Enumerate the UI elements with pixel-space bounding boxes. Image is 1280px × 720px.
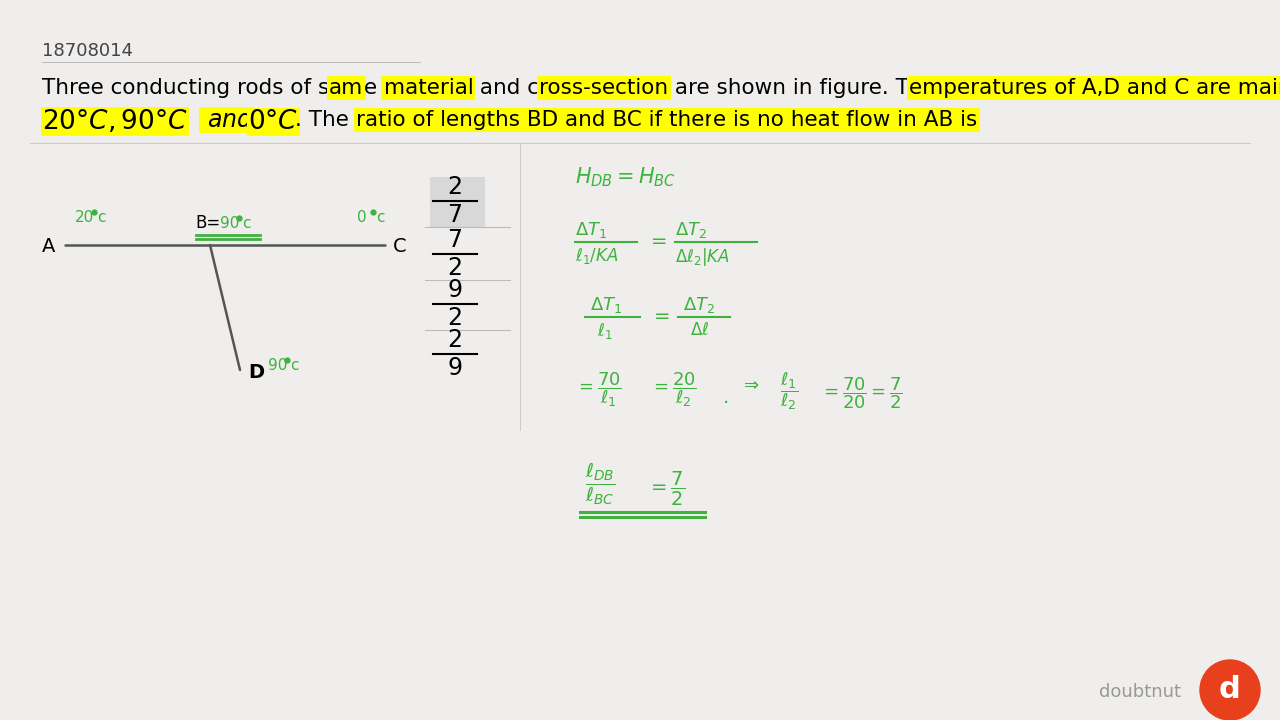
Text: 90: 90 xyxy=(268,358,288,372)
Text: 7: 7 xyxy=(448,203,462,227)
Text: 2: 2 xyxy=(448,256,462,280)
Text: am: am xyxy=(329,78,364,98)
Text: 20: 20 xyxy=(76,210,95,225)
Text: C: C xyxy=(393,238,407,256)
Text: B=: B= xyxy=(195,214,220,232)
Text: are shown in figure. T: are shown in figure. T xyxy=(668,78,909,98)
Text: e is no heat flow in AB i: e is no heat flow in AB i xyxy=(713,110,966,130)
Text: .: . xyxy=(723,388,730,407)
Text: A: A xyxy=(42,238,55,256)
Text: c: c xyxy=(242,215,251,230)
Text: c: c xyxy=(97,210,105,225)
Text: 7: 7 xyxy=(448,228,462,252)
Text: $= \dfrac{7}{2}$: $= \dfrac{7}{2}$ xyxy=(646,470,685,508)
Text: $\mathit{0°C}$: $\mathit{0°C}$ xyxy=(248,109,298,135)
Text: and c: and c xyxy=(474,78,539,98)
Text: s: s xyxy=(966,110,978,130)
Text: $\ell_1$: $\ell_1$ xyxy=(596,321,612,341)
Text: $\ell_1/KA$: $\ell_1/KA$ xyxy=(575,246,618,266)
Text: $H_{DB} = H_{BC}$: $H_{DB} = H_{BC}$ xyxy=(575,165,676,189)
Text: $\Rightarrow$: $\Rightarrow$ xyxy=(740,375,760,393)
Text: ross-section: ross-section xyxy=(539,78,668,98)
Text: D: D xyxy=(248,362,264,382)
Text: c: c xyxy=(376,210,384,225)
Text: doubtnut: doubtnut xyxy=(1100,683,1181,701)
Text: emperatures of A,D and C are maintained: emperatures of A,D and C are maintained xyxy=(909,78,1280,98)
Circle shape xyxy=(1201,660,1260,720)
Text: $\dfrac{\ell_{DB}}{\ell_{BC}}$: $\dfrac{\ell_{DB}}{\ell_{BC}}$ xyxy=(585,460,616,507)
Text: 9: 9 xyxy=(448,356,462,380)
Text: 2: 2 xyxy=(448,328,462,352)
Text: $\Delta T_2$: $\Delta T_2$ xyxy=(684,295,716,315)
Text: $= \dfrac{70}{\ell_1}$: $= \dfrac{70}{\ell_1}$ xyxy=(575,370,622,409)
Text: 0: 0 xyxy=(357,210,366,225)
Text: $= \dfrac{20}{\ell_2}$: $= \dfrac{20}{\ell_2}$ xyxy=(650,370,698,409)
Text: $=$: $=$ xyxy=(646,230,667,249)
Text: $\dfrac{\ell_1}{\ell_2}$: $\dfrac{\ell_1}{\ell_2}$ xyxy=(780,370,799,412)
Text: d: d xyxy=(1219,675,1240,704)
Text: . The: . The xyxy=(294,110,356,130)
Text: 90: 90 xyxy=(220,215,239,230)
Text: 2: 2 xyxy=(448,306,462,330)
FancyBboxPatch shape xyxy=(430,177,485,227)
Text: 9: 9 xyxy=(448,278,462,302)
Text: $=$: $=$ xyxy=(650,305,671,324)
Text: $= \dfrac{70}{20} = \dfrac{7}{2}$: $= \dfrac{70}{20} = \dfrac{7}{2}$ xyxy=(820,375,902,410)
Text: $\mathit{and}$: $\mathit{and}$ xyxy=(200,108,253,132)
Text: $\Delta T_2$: $\Delta T_2$ xyxy=(675,220,707,240)
Text: $\Delta\ell$: $\Delta\ell$ xyxy=(690,321,709,339)
Text: $\Delta T_1$: $\Delta T_1$ xyxy=(575,220,607,240)
Text: e: e xyxy=(364,78,384,98)
Text: Three conducting rods of s: Three conducting rods of s xyxy=(42,78,329,98)
Text: $\Delta T_1$: $\Delta T_1$ xyxy=(590,295,622,315)
Text: 18708014: 18708014 xyxy=(42,42,133,60)
Text: ratio of lengths BD and BC if ther: ratio of lengths BD and BC if ther xyxy=(356,110,713,130)
Text: $\Delta\ell_2|KA$: $\Delta\ell_2|KA$ xyxy=(675,246,730,268)
Text: material: material xyxy=(384,78,474,98)
Text: $\mathit{20°C, 90°C}$: $\mathit{20°C, 90°C}$ xyxy=(42,108,188,135)
Text: 2: 2 xyxy=(448,175,462,199)
Text: c: c xyxy=(291,358,298,372)
